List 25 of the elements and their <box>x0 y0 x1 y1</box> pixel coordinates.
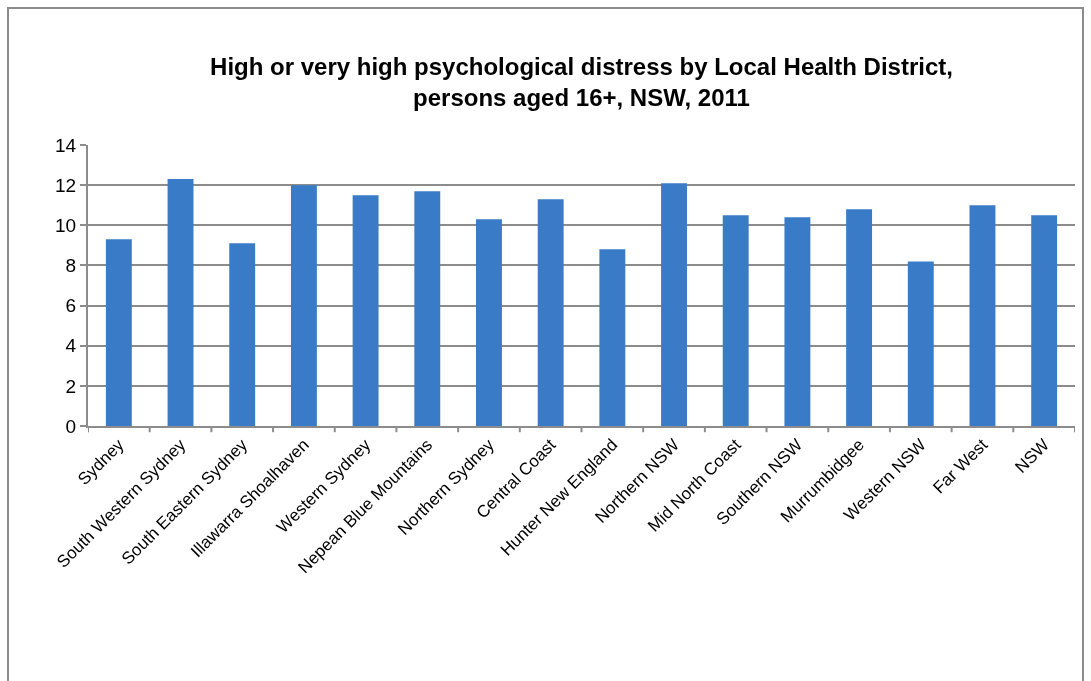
bar <box>661 183 687 426</box>
y-tick-label: 12 <box>55 174 77 196</box>
bar <box>105 239 132 426</box>
bar <box>599 249 626 426</box>
bar <box>846 209 873 426</box>
bar <box>1031 215 1058 426</box>
bar <box>414 191 441 426</box>
chart-title: High or very high psychological distress by Local Health District, persons aged 16+, NSW, 2011 <box>210 53 953 112</box>
y-tick-label: 4 <box>65 335 77 357</box>
bar <box>290 185 317 426</box>
bar <box>352 195 379 426</box>
bar <box>784 217 811 426</box>
y-tick-label: 10 <box>55 214 77 236</box>
y-tick-label: 6 <box>65 295 77 317</box>
bar <box>537 199 564 426</box>
bar <box>167 179 194 426</box>
y-tick-label: 14 <box>55 134 77 156</box>
bar <box>476 219 502 426</box>
bar <box>229 243 256 426</box>
y-tick-label: 0 <box>65 415 77 437</box>
bar <box>907 261 934 426</box>
y-tick-label: 2 <box>65 375 77 397</box>
y-tick-label: 8 <box>65 255 77 277</box>
bar <box>722 215 749 426</box>
bar <box>969 205 996 426</box>
